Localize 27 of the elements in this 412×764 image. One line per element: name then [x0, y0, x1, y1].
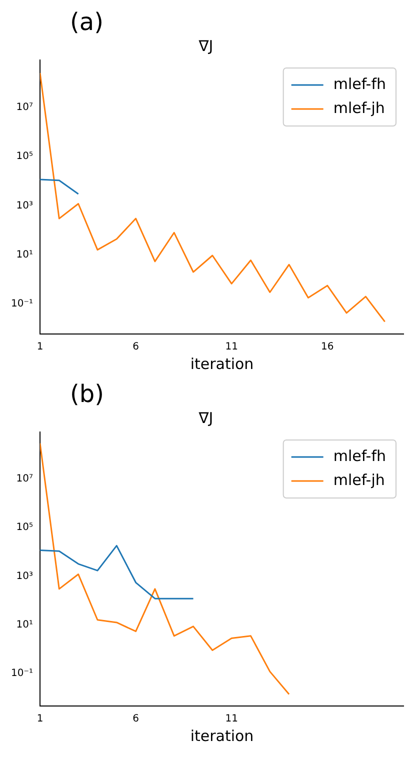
x-axis-title: iteration — [190, 354, 254, 373]
text: (a) — [70, 8, 104, 38]
text: (b) — [70, 380, 105, 410]
x-axis-title: iteration — [190, 726, 254, 745]
y-tick-label: 10⁻¹ — [10, 298, 34, 310]
y-tick-label: 10³ — [16, 200, 34, 212]
x-tick-label: 11 — [225, 714, 238, 725]
x-tick-label: 6 — [132, 714, 139, 725]
y-tick-label: 10⁷ — [16, 102, 34, 113]
legend-label: mlef-jh — [333, 470, 385, 489]
chart-title: ∇J — [198, 36, 214, 55]
y-tick-label: 10⁻¹ — [10, 668, 34, 680]
legend-label: mlef-fh — [333, 446, 386, 465]
y-tick-label: 10⁷ — [16, 474, 34, 485]
x-tick-label: 1 — [36, 342, 44, 353]
x-tick-label: 1 — [36, 714, 44, 725]
x-tick-label: 6 — [132, 342, 139, 353]
x-tick-label: 16 — [321, 342, 334, 353]
chart-title: ∇J — [198, 408, 214, 427]
legend-label: mlef-fh — [333, 74, 386, 93]
y-tick-label: 10¹ — [16, 619, 34, 630]
y-tick-label: 10¹ — [16, 249, 34, 260]
y-tick-label: 10³ — [16, 570, 34, 582]
legend-label: mlef-jh — [333, 98, 385, 117]
y-tick-label: 10⁵ — [16, 151, 34, 162]
y-tick-label: 10⁵ — [16, 522, 34, 534]
x-tick-label: 11 — [225, 342, 238, 353]
